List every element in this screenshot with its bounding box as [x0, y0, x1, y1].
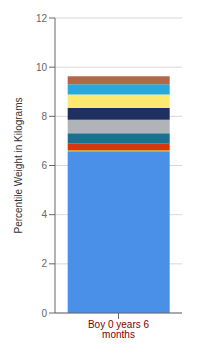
svg-text:0: 0 [41, 308, 47, 319]
svg-text:Boy 0 years 6months: Boy 0 years 6months [88, 319, 150, 340]
svg-text:4: 4 [41, 209, 47, 220]
svg-text:6: 6 [41, 160, 47, 171]
svg-text:Percentile Weight in Kilograms: Percentile Weight in Kilograms [13, 98, 24, 234]
svg-text:12: 12 [36, 13, 48, 24]
svg-text:10: 10 [36, 62, 48, 73]
svg-text:8: 8 [41, 111, 47, 122]
svg-text:2: 2 [41, 258, 47, 269]
